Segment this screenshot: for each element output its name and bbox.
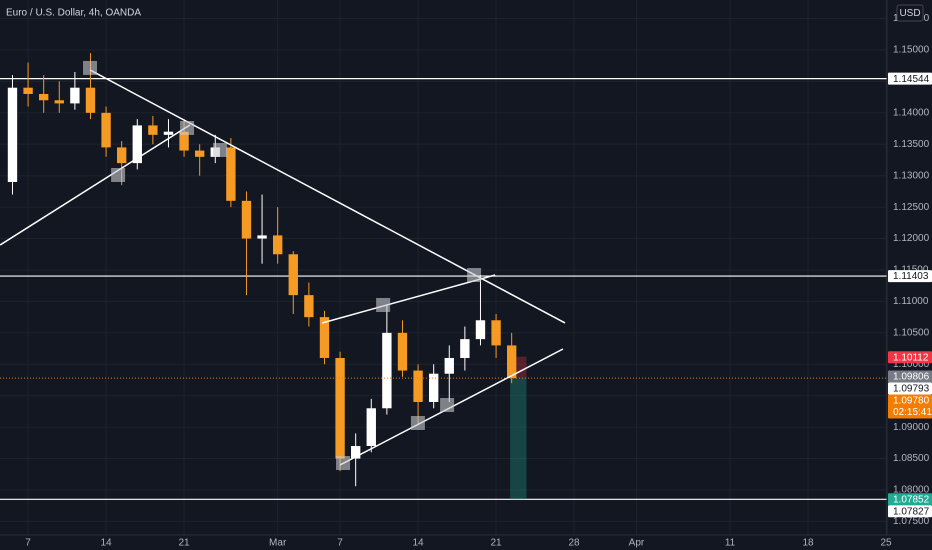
candle-body xyxy=(382,332,392,409)
x-tick-label: Mar xyxy=(269,538,287,549)
candle-body xyxy=(413,370,423,402)
candle-body xyxy=(241,200,252,239)
countdown: 02:15:41 xyxy=(893,407,932,418)
currency-label: USD xyxy=(899,8,920,19)
candle-body xyxy=(163,131,174,135)
x-tick-label: 28 xyxy=(569,538,581,549)
candle-body xyxy=(7,87,18,182)
price-label-box xyxy=(888,351,932,364)
candle-body xyxy=(366,408,376,446)
price-label: 1.07852 xyxy=(893,494,930,505)
y-tick-label: 1.09000 xyxy=(893,422,930,433)
price-label-box xyxy=(888,394,932,419)
candle-body xyxy=(397,332,408,371)
price-label: 1.09806 xyxy=(893,372,930,383)
pivot-marker xyxy=(440,398,455,413)
candle-body xyxy=(257,235,267,239)
candle-body xyxy=(194,150,205,157)
currency-button[interactable] xyxy=(896,4,924,22)
target-zone xyxy=(510,378,527,500)
price-label: 1.11403 xyxy=(893,271,929,282)
price-label-box xyxy=(888,382,932,395)
y-tick-label: 1.12000 xyxy=(893,233,930,244)
price-label: 1.10112 xyxy=(893,352,929,363)
x-tick-label: 7 xyxy=(25,538,31,549)
y-tick-label: 1.07500 xyxy=(893,516,930,527)
pivot-marker xyxy=(376,297,391,312)
price-label: 1.09780 xyxy=(893,396,930,407)
x-tick-label: 11 xyxy=(725,538,736,549)
candle-body xyxy=(148,125,158,135)
candle-body xyxy=(226,147,236,201)
price-label-box xyxy=(888,72,932,85)
candle-body xyxy=(116,147,127,164)
candle-body xyxy=(319,317,330,358)
candle-body xyxy=(350,445,361,459)
plot-area xyxy=(0,0,887,535)
candle-body xyxy=(304,295,314,318)
x-tick-label: 14 xyxy=(413,538,425,549)
candle-body xyxy=(54,100,64,104)
candle-body xyxy=(491,320,501,346)
price-label: 1.09793 xyxy=(893,384,930,395)
x-tick-label: 25 xyxy=(881,538,893,549)
candle-body xyxy=(85,87,96,113)
x-tick-label: 21 xyxy=(491,538,503,549)
price-label: 1.07827 xyxy=(893,506,930,517)
candle-body xyxy=(70,87,80,104)
y-tick-label: 1.15000 xyxy=(893,45,930,56)
y-tick-label: 1.11000 xyxy=(893,296,929,307)
x-tick-label: 14 xyxy=(101,538,113,549)
candle-body xyxy=(460,339,470,358)
y-tick-label: 1.13500 xyxy=(893,139,930,150)
candle-body xyxy=(179,131,189,151)
candle-body xyxy=(444,357,454,374)
pivot-marker xyxy=(180,120,195,135)
candle-body xyxy=(101,112,111,148)
candle-body xyxy=(38,93,49,101)
y-tick-label: 1.08500 xyxy=(893,453,930,464)
price-label-box xyxy=(888,493,932,506)
trendline xyxy=(89,69,566,324)
price-label-box xyxy=(888,270,932,283)
trendline xyxy=(321,274,496,324)
price-label-box xyxy=(888,505,932,518)
trendline xyxy=(0,124,191,246)
y-tick-label: 1.10000 xyxy=(893,359,930,370)
candle-body xyxy=(132,125,142,164)
x-tick-label: Apr xyxy=(629,538,645,549)
candle-body xyxy=(475,320,486,340)
pivot-marker xyxy=(83,60,98,75)
candle-body xyxy=(23,87,33,94)
price-axis: 1.075001.080001.085001.090001.095001.100… xyxy=(888,13,932,527)
price-label-box xyxy=(888,370,932,383)
pivot-marker xyxy=(213,142,228,157)
pivot-marker xyxy=(336,456,351,471)
y-tick-label: 1.14000 xyxy=(893,107,930,118)
chart-title: Euro / U.S. Dollar, 4h, OANDA xyxy=(6,8,141,19)
y-tick-label: 1.10500 xyxy=(893,327,930,338)
price-label: 1.14544 xyxy=(893,74,930,85)
candle-body xyxy=(335,357,345,459)
y-tick-label: 1.08000 xyxy=(893,485,930,496)
pivot-marker xyxy=(410,415,425,430)
x-tick-label: 7 xyxy=(337,538,343,549)
y-tick-label: 1.12500 xyxy=(893,202,930,213)
candle-body xyxy=(288,254,298,296)
y-tick-label: 1.13000 xyxy=(893,170,930,181)
candle-body xyxy=(428,373,439,402)
pivot-marker xyxy=(111,168,126,183)
x-tick-label: 21 xyxy=(179,538,191,549)
candle-body xyxy=(506,345,517,379)
x-tick-label: 18 xyxy=(803,538,815,549)
candle-body xyxy=(272,235,283,255)
pivot-marker xyxy=(467,268,482,283)
